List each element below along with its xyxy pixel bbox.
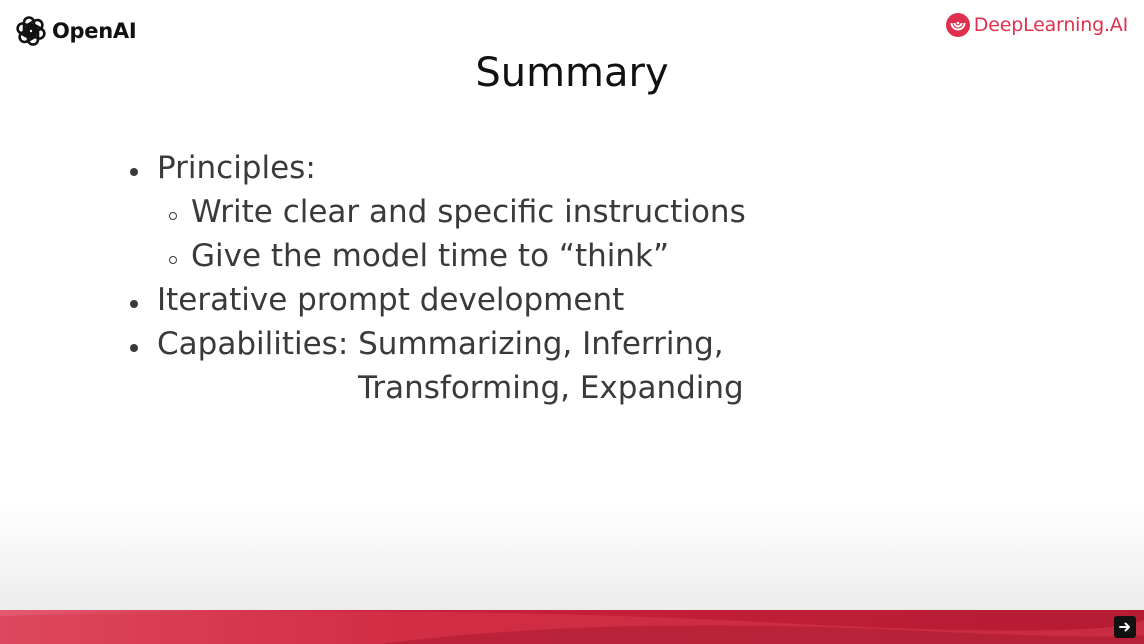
openai-knot-icon [16,16,46,46]
deeplearning-ai-icon [945,13,970,37]
bullet-list: Principles: Write clear and specific ins… [130,146,746,410]
deeplearning-ai-wordmark: DeepLearning.AI [973,14,1128,36]
slide-title: Summary [475,50,669,96]
bullet-iterative-prompt-development: Iterative prompt development [130,278,746,322]
bullet-capabilities-continuation: Transforming, Expanding [130,366,746,410]
bullet-text: Iterative prompt development [157,282,625,318]
bullet-dot-icon [130,168,138,176]
sub-bullet-time-to-think: Give the model time to “think” [130,234,746,278]
openai-wordmark: OpenAI [52,19,137,43]
bullet-text: Transforming, Expanding [358,370,744,406]
bullet-text: Principles: [157,150,316,186]
bullet-text: Capabilities: Summarizing, Inferring, [157,326,724,362]
sub-bullet-ring-icon [169,256,177,264]
sub-bullet-text: Write clear and specific instructions [191,194,746,230]
sub-bullet-ring-icon [169,212,177,220]
next-slide-button[interactable] [1114,616,1136,638]
bullet-capabilities: Capabilities: Summarizing, Inferring, [130,322,746,366]
openai-logo: OpenAI [14,14,137,48]
bullet-dot-icon [130,344,138,352]
sub-bullet-text: Give the model time to “think” [191,238,670,274]
arrow-right-icon [1119,622,1130,632]
sub-bullet-clear-instructions: Write clear and specific instructions [130,190,746,234]
bullet-dot-icon [130,300,138,308]
deeplearning-ai-logo: DeepLearning.AI [945,12,1128,38]
bullet-principles: Principles: [130,146,746,190]
footer-band [0,610,1144,644]
